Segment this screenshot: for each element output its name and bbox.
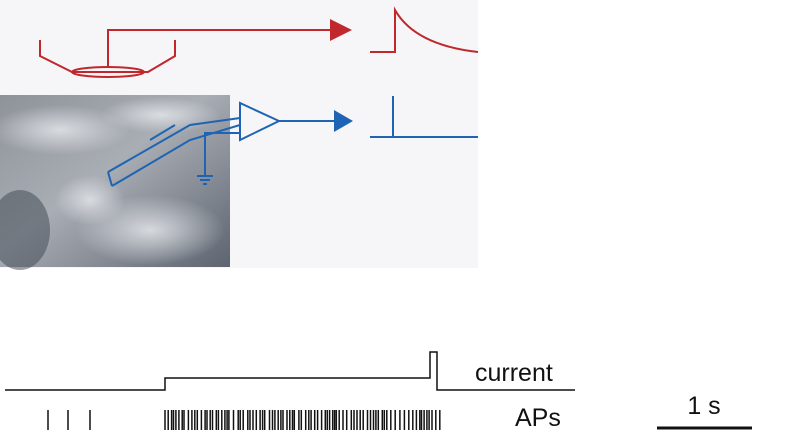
scale-bar-label: 1 s bbox=[687, 392, 720, 420]
figure: current APs 1 s bbox=[0, 0, 808, 432]
ap-raster bbox=[48, 410, 440, 430]
aps-label: APs bbox=[515, 404, 561, 432]
microscope-image bbox=[0, 95, 230, 270]
current-label: current bbox=[475, 359, 553, 387]
